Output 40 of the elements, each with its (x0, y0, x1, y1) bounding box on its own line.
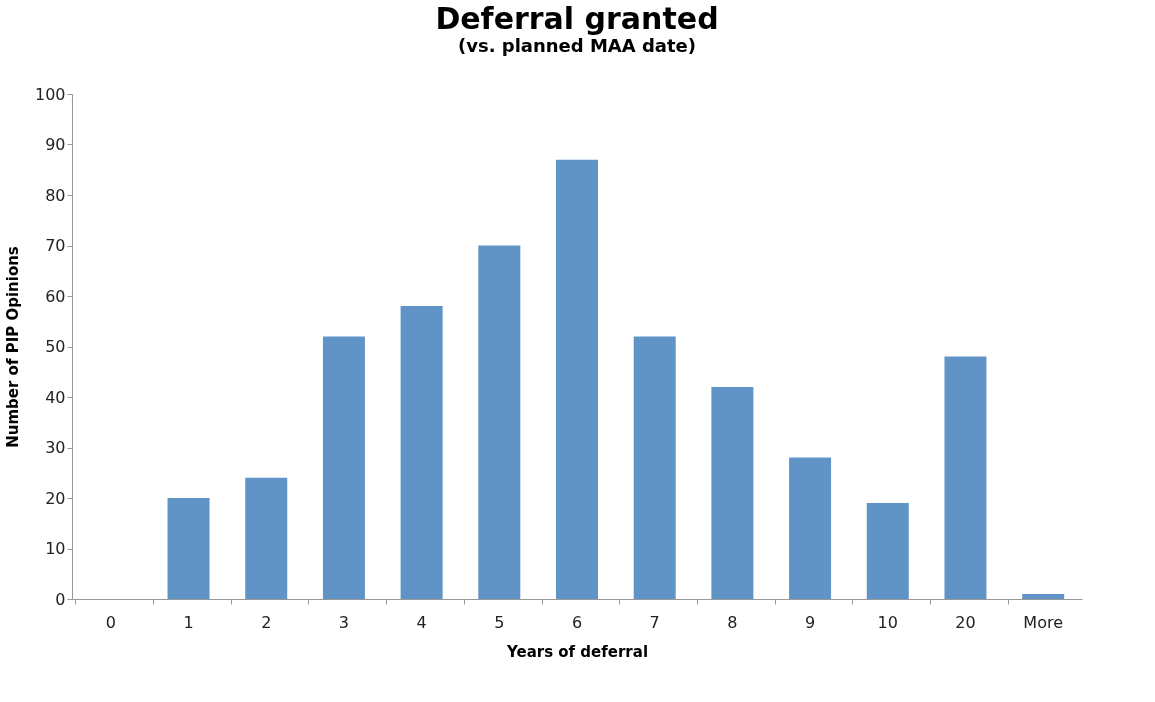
y-tick-label: 0 (55, 589, 66, 609)
x-tick-label: 2 (261, 612, 272, 632)
x-tick-label: 8 (727, 612, 738, 632)
bar (400, 306, 443, 599)
x-tick-label: 20 (955, 612, 976, 632)
x-tick-label: 3 (338, 612, 350, 632)
y-tick-label: 90 (45, 135, 66, 154)
x-tick-label: 10 (877, 612, 898, 632)
y-tick-label: 70 (45, 236, 66, 255)
x-tick-label: 6 (571, 612, 583, 632)
y-axis-title: Number of PIP Opinions (3, 246, 22, 448)
chart-title: Deferral granted (435, 1, 719, 36)
y-tick-label: 50 (45, 337, 66, 356)
y-tick-label: 40 (45, 387, 66, 407)
y-tick-label: 10 (45, 539, 66, 558)
x-axis-title: Years of deferral (505, 642, 649, 661)
x-tick-label: 0 (105, 612, 116, 632)
chart-subtitle: (vs. planned MAA date) (457, 35, 697, 56)
x-tick-label: More (1023, 612, 1063, 632)
bar (789, 457, 832, 599)
bar (711, 386, 754, 599)
x-tick-label: 1 (183, 612, 194, 632)
y-tick-label: 60 (45, 286, 66, 306)
y-tick-label: 80 (45, 185, 66, 205)
x-tick-label: 9 (804, 612, 816, 632)
x-tick-label: 5 (494, 612, 505, 632)
bar (245, 477, 288, 599)
bar (478, 245, 521, 599)
bar (633, 336, 676, 599)
bar (944, 356, 987, 599)
bar (556, 159, 598, 599)
x-tick-label: 7 (649, 612, 660, 632)
y-tick-label: 30 (45, 438, 66, 457)
x-tick-label: 4 (416, 612, 427, 632)
bar (322, 336, 365, 599)
y-tick-label: 100 (34, 84, 66, 104)
y-tick-label: 20 (45, 488, 66, 508)
bar (866, 503, 909, 599)
bar (1022, 593, 1065, 599)
bar (167, 498, 210, 599)
